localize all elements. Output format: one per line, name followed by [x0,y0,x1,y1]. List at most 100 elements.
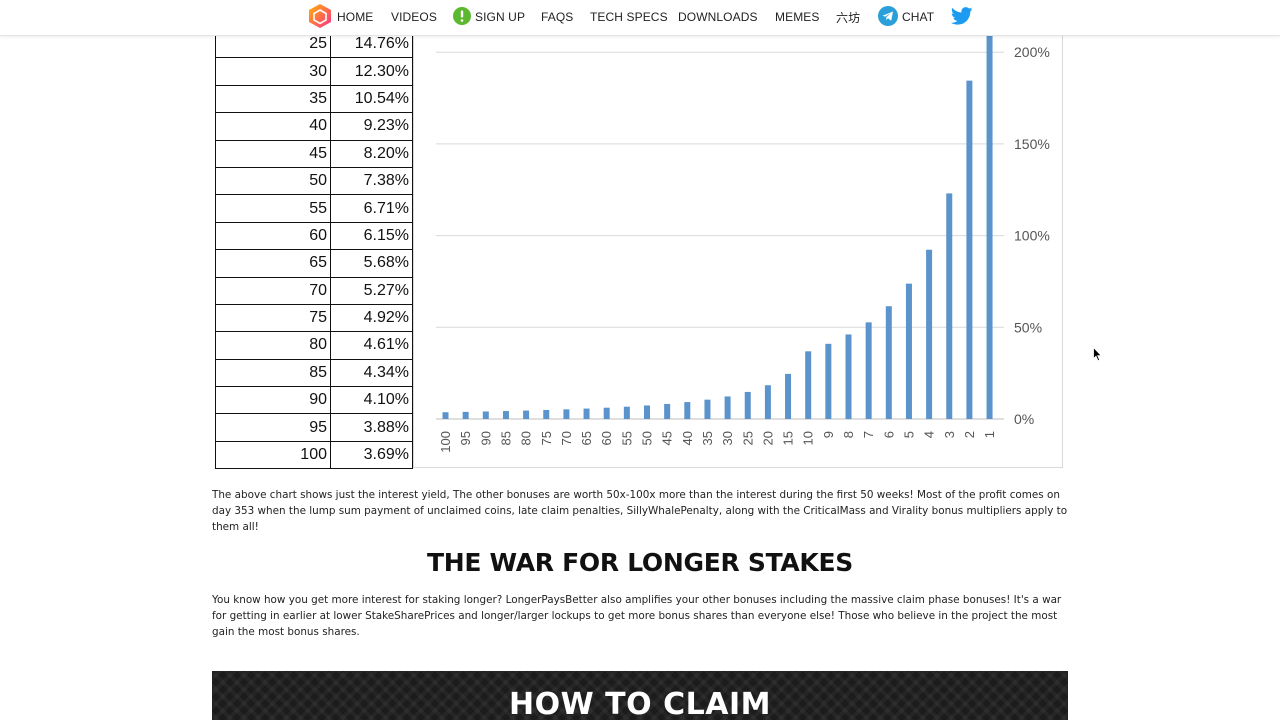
bar-1 [986,33,993,420]
x-tick-label: 75 [539,431,554,445]
x-tick-label: 3 [942,431,957,438]
table-cell-days: 70 [215,276,331,305]
bar-2 [966,80,973,419]
nav-twitter[interactable] [950,0,977,34]
bar-8 [845,334,852,419]
table-row: 50 7.38% [215,166,413,196]
bar-25 [744,391,751,419]
nav-videos-label: VIDEOS [391,10,437,24]
x-tick-label: 15 [781,431,796,445]
nav-memes[interactable]: MEMES [775,0,820,34]
table-cell-days: 60 [215,221,331,251]
x-tick-label: 85 [498,431,513,445]
how-to-claim-banner: HOW TO CLAIM [212,671,1068,720]
x-tick-label: 4 [922,431,937,438]
x-tick-label: 8 [841,431,856,438]
y-tick-label: 150% [1014,136,1050,152]
x-tick-label: 60 [599,431,614,445]
x-tick-label: 55 [619,431,634,445]
bar-10 [805,351,812,419]
hex-logo-icon [307,3,333,32]
nav-tech-specs-label: TECH SPECS [590,10,668,24]
table-row: 95 3.88% [215,413,413,442]
longer-stakes-paragraph: You know how you get more interest for s… [212,594,1062,638]
bar-35 [704,399,711,419]
x-tick-label: 1 [982,431,997,438]
bar-95 [462,411,469,419]
table-cell-interest: 6.71% [330,194,413,223]
nav-memes-label: MEMES [775,10,820,24]
table-cell-interest: 4.10% [330,386,413,415]
bar-80 [523,410,530,419]
x-tick-label: 80 [519,431,534,445]
interest-rate-table: 25 14.76% 30 12.30% 35 10.54% 40 9.23% 45 8.20% 50… [215,29,413,470]
table-cell-interest: 12.30% [330,57,413,86]
bar-15 [785,373,792,419]
x-tick-label: 25 [740,431,755,445]
chart-svg: 0%50%100%150%200%100 95 90 85 80 75 70 65 60 55 50… [436,33,1050,453]
bar-85 [502,411,509,419]
nav-downloads[interactable]: DOWNLOADS [678,0,758,34]
exclamation-circle-icon [453,6,471,28]
table-cell-days: 30 [215,57,331,86]
table-cell-interest: 8.20% [330,139,413,168]
x-tick-label: 6 [881,431,896,438]
nav-tech-specs[interactable]: TECH SPECS [590,0,668,34]
x-tick-label: 90 [478,431,493,445]
table-cell-interest: 4.92% [330,303,413,333]
x-tick-label: 50 [640,431,655,445]
table-cell-days: 75 [215,303,331,333]
table-row: 90 4.10% [215,386,413,415]
bar-4 [926,249,933,419]
table-row: 100 3.69% [215,440,413,470]
x-tick-label: 7 [861,431,876,438]
bar-7 [865,322,872,419]
bar-9 [825,343,832,419]
table-cell-days: 95 [215,413,331,442]
bar-75 [543,409,550,419]
twitter-icon [950,6,973,28]
mouse-cursor-icon [1093,346,1103,366]
interest-yield-chart: 0% 50% 100% 150% 200% 100 95 90 85 80 75 70 65 60 55 50… [413,30,1063,468]
table-row: 85 4.34% [215,358,413,388]
table-cell-interest: 5.27% [330,276,413,305]
table-cell-days: 45 [215,139,331,168]
nav-signup-label: SIGN UP [475,10,526,24]
bar-70 [563,409,570,419]
x-tick-label: 20 [760,431,775,445]
how-to-claim-title: HOW TO CLAIM [509,687,771,720]
table-cell-days: 90 [215,386,331,415]
x-tick-label: 65 [579,431,594,445]
bar-30 [724,396,731,419]
bar-60 [603,407,610,419]
table-cell-interest: 4.61% [330,331,413,360]
x-tick-label: 2 [962,431,977,438]
table-cell-interest: 9.23% [330,112,413,141]
table-cell-days: 80 [215,331,331,360]
war-for-longer-stakes-heading: THE WAR FOR LONGER STAKES [427,548,853,577]
nav-faqs[interactable]: FAQS [541,0,573,34]
nav-chat[interactable]: CHAT [878,0,934,34]
nav-home[interactable]: HOME [307,0,373,34]
x-tick-label: 35 [700,431,715,445]
bar-100 [442,412,449,419]
table-row: 65 5.68% [215,249,413,278]
bar-65 [583,408,590,419]
table-cell-days: 65 [215,249,331,278]
bar-50 [644,405,650,419]
nav-home-label: HOME [337,10,374,24]
y-tick-label: 200% [1014,44,1050,60]
nav-videos[interactable]: VIDEOS [391,0,437,34]
table-row: 60 6.15% [215,221,413,251]
nav-signup[interactable]: SIGN UP [453,0,525,34]
bar-40 [684,402,691,419]
bar-90 [482,411,489,419]
table-cell-interest: 3.88% [330,413,413,442]
x-tick-label: 5 [901,431,916,438]
nav-chinese[interactable]: 六坊 [836,0,860,34]
nav-faqs-label: FAQS [541,10,574,24]
table-cell-days: 55 [215,194,331,223]
table-cell-interest: 3.69% [330,440,413,470]
table-row: 80 4.61% [215,331,413,360]
table-row: 55 6.71% [215,194,413,223]
